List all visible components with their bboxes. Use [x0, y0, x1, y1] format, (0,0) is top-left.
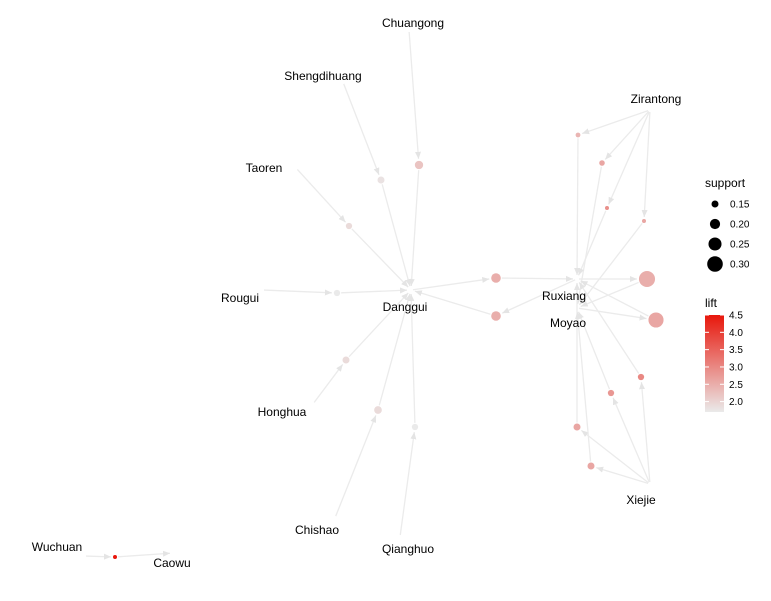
item-label-chuangong: Chuangong	[382, 16, 444, 30]
rule-node-r14	[638, 270, 656, 288]
item-label-shengdihuang: Shengdihuang	[284, 69, 361, 83]
item-label-chishao: Chishao	[295, 523, 339, 537]
rule-node-r13	[641, 218, 647, 224]
item-label-ruxiang: Ruxiang	[542, 289, 586, 303]
item-label-layer: Chuangong Shengdihuang Taoren Rougui Danggui…	[32, 16, 682, 570]
item-label-moyao: Moyao	[550, 316, 586, 330]
edge-Wuchuan-r20	[85, 553, 112, 560]
edge-r6-Danggui	[378, 293, 411, 406]
edge-r9-Danggui	[414, 290, 491, 315]
edge-Ruxiang-r9	[501, 279, 576, 314]
edge-r5-Danggui	[348, 292, 409, 358]
lift-legend: lift 2.0 2.5 3.0 3.5 4.0 4.5	[705, 296, 743, 412]
item-label-zirantong: Zirantong	[631, 92, 682, 106]
edge-Honghua-r5	[313, 364, 344, 403]
edge-Zirantong-r10	[581, 110, 649, 135]
edge-Qianghuo-r7	[399, 432, 417, 536]
edge-Shengdihuang-r2	[343, 83, 380, 176]
edge-r3-Danggui	[351, 228, 409, 288]
edge-r10-Ruxiang	[574, 138, 581, 276]
edge-Xiejie-r19	[596, 466, 649, 485]
support-legend-key	[711, 200, 719, 208]
rule-node-layer	[112, 132, 664, 560]
edge-Chishao-r6	[335, 415, 377, 517]
item-label-qianghuo: Qianghuo	[382, 542, 434, 556]
rule-node-r4	[333, 289, 341, 297]
edge-Zirantong-r13	[641, 111, 651, 218]
support-legend-key	[707, 256, 723, 272]
edge-r11-Moyao	[575, 166, 602, 305]
item-label-wuchuan: Wuchuan	[32, 540, 82, 554]
edge-Xiejie-r17	[612, 397, 650, 483]
support-legend-key	[709, 218, 721, 230]
rule-node-r18	[573, 423, 581, 431]
edge-r2-Danggui	[381, 184, 412, 287]
edge-Xiejie-r18	[580, 429, 649, 484]
edge-Xiejie-r16	[639, 382, 651, 483]
item-label-danggui: Danggui	[383, 300, 428, 314]
lift-legend-label: 2.5	[729, 380, 743, 391]
edge-Taoren-r3	[296, 169, 347, 223]
support-legend-key	[708, 237, 722, 251]
edge-r4-Danggui	[341, 287, 408, 294]
rule-node-r16	[637, 373, 645, 381]
rule-node-r11	[599, 160, 605, 166]
rule-node-r7	[411, 423, 419, 431]
rule-node-r9	[491, 311, 501, 321]
item-label-xiejie: Xiejie	[626, 493, 656, 507]
edge-r12-Ruxiang	[577, 210, 607, 276]
edge-r17-Moyao	[577, 311, 611, 390]
edge-layer	[85, 31, 651, 560]
lift-legend-title: lift	[705, 296, 718, 310]
lift-colorbar	[705, 315, 724, 412]
edge-Rougui-r4	[263, 289, 332, 296]
support-legend-label: 0.15	[730, 200, 750, 211]
item-label-honghua: Honghua	[258, 405, 307, 419]
item-label-taoren: Taoren	[246, 161, 283, 175]
support-legend-title: support	[705, 176, 746, 190]
edge-Zirantong-r12	[608, 111, 650, 205]
edge-r7-Danggui	[408, 293, 416, 423]
edge-r20-Caowu	[117, 550, 171, 558]
rule-node-r10	[575, 132, 581, 138]
support-legend-label: 0.25	[730, 240, 750, 251]
lift-legend-label: 4.5	[729, 311, 743, 322]
rule-node-r17	[607, 389, 615, 397]
support-legend-label: 0.20	[730, 220, 750, 231]
support-legend-label: 0.30	[730, 260, 750, 271]
lift-legend-label: 3.0	[729, 362, 743, 373]
rule-node-r3	[345, 222, 353, 230]
rule-node-r19	[587, 462, 595, 470]
edge-Moyao-r15	[578, 307, 647, 321]
rule-node-r5	[342, 356, 350, 364]
rule-node-r1	[414, 160, 424, 170]
rule-node-r8	[491, 273, 501, 283]
lift-legend-label: 2.0	[729, 397, 743, 408]
rule-node-r2	[377, 176, 385, 184]
lift-legend-label: 3.5	[729, 345, 743, 356]
edge-Chuangong-r1	[408, 31, 422, 159]
support-legend: support 0.15 0.20 0.25 0.30	[705, 176, 750, 272]
edge-r1-Danggui	[408, 170, 420, 287]
edge-r19-Moyao	[574, 311, 592, 462]
rule-node-r20	[112, 554, 118, 560]
rule-node-r12	[604, 205, 610, 211]
edge-r8-Ruxiang	[501, 275, 574, 282]
edge-r16-Ruxiang	[578, 281, 640, 374]
rule-node-r6	[374, 406, 382, 414]
rule-node-r15	[648, 312, 664, 328]
edge-Zirantong-r11	[604, 111, 650, 160]
item-label-rougui: Rougui	[221, 291, 259, 305]
edge-r15-Ruxiang	[580, 280, 649, 317]
edge-r14-Moyao	[580, 281, 639, 308]
edge-r13-Moyao	[578, 222, 643, 306]
edge-Danggui-r8	[412, 276, 490, 291]
lift-legend-label: 4.0	[729, 328, 743, 339]
item-label-caowu: Caowu	[153, 556, 190, 570]
